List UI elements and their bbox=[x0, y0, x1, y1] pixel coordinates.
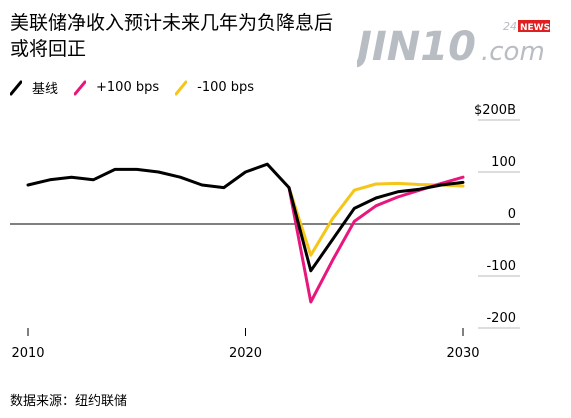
legend-swatch bbox=[74, 80, 87, 95]
legend-item: 基线 bbox=[10, 78, 58, 97]
chart-title: 美联储净收入预计未来几年为负降息后或将回正 bbox=[10, 12, 334, 60]
y-tick-label: -100 bbox=[486, 259, 516, 274]
y-tick-label: 100 bbox=[491, 155, 516, 170]
logo-suffix: .com bbox=[481, 37, 545, 67]
logo-text: JIN10 bbox=[357, 24, 476, 70]
legend-label: 基线 bbox=[32, 82, 59, 97]
series-line-0 bbox=[26, 162, 465, 273]
y-tick-label: -200 bbox=[486, 311, 516, 326]
legend-item: -100 bps bbox=[175, 80, 254, 96]
x-tick-label: 2020 bbox=[229, 346, 262, 361]
jin10-logo-graphic: JIN10 .com 24 NEWS bbox=[350, 20, 550, 70]
y-tick-label: $200B bbox=[474, 103, 516, 118]
legend-item: +100 bps bbox=[74, 80, 159, 96]
x-tick-label: 2010 bbox=[11, 346, 44, 361]
legend-swatch bbox=[10, 80, 22, 95]
y-tick-label: 0 bbox=[508, 207, 516, 222]
jin10-logo: JIN10 .com 24 NEWS bbox=[350, 16, 557, 72]
chart-legend: 基线 +100 bps -100 bps bbox=[10, 78, 270, 97]
logo-badge-bg bbox=[518, 20, 550, 32]
legend-swatch bbox=[175, 80, 188, 95]
series-line-2 bbox=[287, 181, 465, 257]
legend-label: +100 bps bbox=[96, 80, 160, 95]
data-source: 数据来源：纽约联储 bbox=[10, 394, 128, 409]
series-line-1 bbox=[287, 175, 465, 304]
logo-badge-news: NEWS bbox=[520, 23, 550, 33]
logo-badge-num: 24 bbox=[503, 20, 517, 33]
legend-label: -100 bps bbox=[197, 80, 255, 95]
x-tick-label: 2030 bbox=[446, 346, 479, 361]
